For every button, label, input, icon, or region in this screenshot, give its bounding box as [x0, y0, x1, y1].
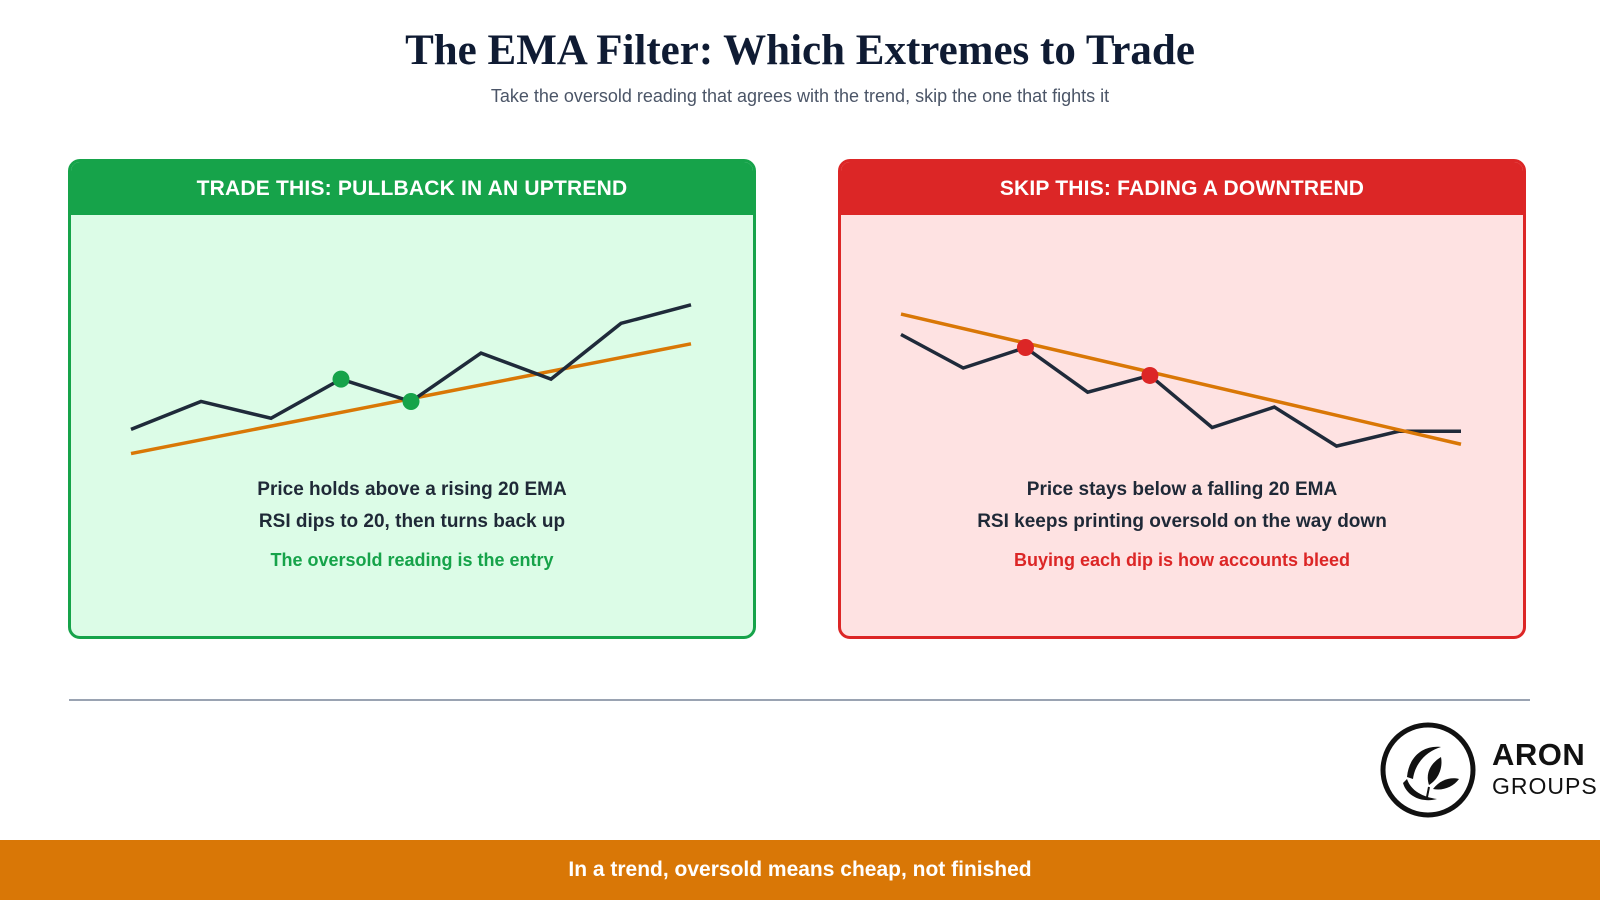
price-line: [900, 332, 1461, 448]
downtrend-line-1: Price stays below a falling 20 EMA: [1026, 479, 1338, 500]
uptrend-line-1: Price holds above a rising 20 EMA: [257, 479, 567, 500]
uptrend-note: The oversold reading is the entry: [270, 550, 554, 570]
logo-sub: GROUPS: [1492, 773, 1598, 799]
trade-this-panel: TRADE THIS: PULLBACK IN AN UPTREND Price…: [68, 159, 756, 639]
oversold-marker: [1141, 366, 1159, 384]
oversold-marker: [402, 392, 420, 410]
skip-this-panel: SKIP THIS: FADING A DOWNTREND Price stay…: [838, 159, 1526, 639]
footer-banner: In a trend, oversold means cheap, not fi…: [0, 840, 1600, 900]
downtrend-line-2: RSI keeps printing oversold on the way d…: [977, 511, 1387, 532]
page-subtitle: Take the oversold reading that agrees wi…: [490, 86, 1110, 106]
divider: [69, 699, 1530, 701]
downtrend-note: Buying each dip is how accounts bleed: [1013, 550, 1351, 570]
uptrend-line-2: RSI dips to 20, then turns back up: [258, 511, 566, 532]
trade-this-header: TRADE THIS: PULLBACK IN AN UPTREND: [71, 162, 753, 215]
price-line: [130, 303, 692, 432]
logo-text: ARON GROUPS: [1492, 738, 1598, 800]
aron-logo-icon: [1380, 722, 1476, 818]
logo-name: ARON: [1492, 737, 1586, 772]
ema-line: [900, 312, 1462, 446]
page-title: The EMA Filter: Which Extremes to Trade: [405, 27, 1195, 74]
oversold-marker: [332, 370, 350, 388]
oversold-marker: [1016, 339, 1034, 357]
uptrend-chart: [130, 303, 692, 456]
downtrend-chart: [900, 312, 1462, 448]
skip-this-header: SKIP THIS: FADING A DOWNTREND: [841, 162, 1523, 215]
